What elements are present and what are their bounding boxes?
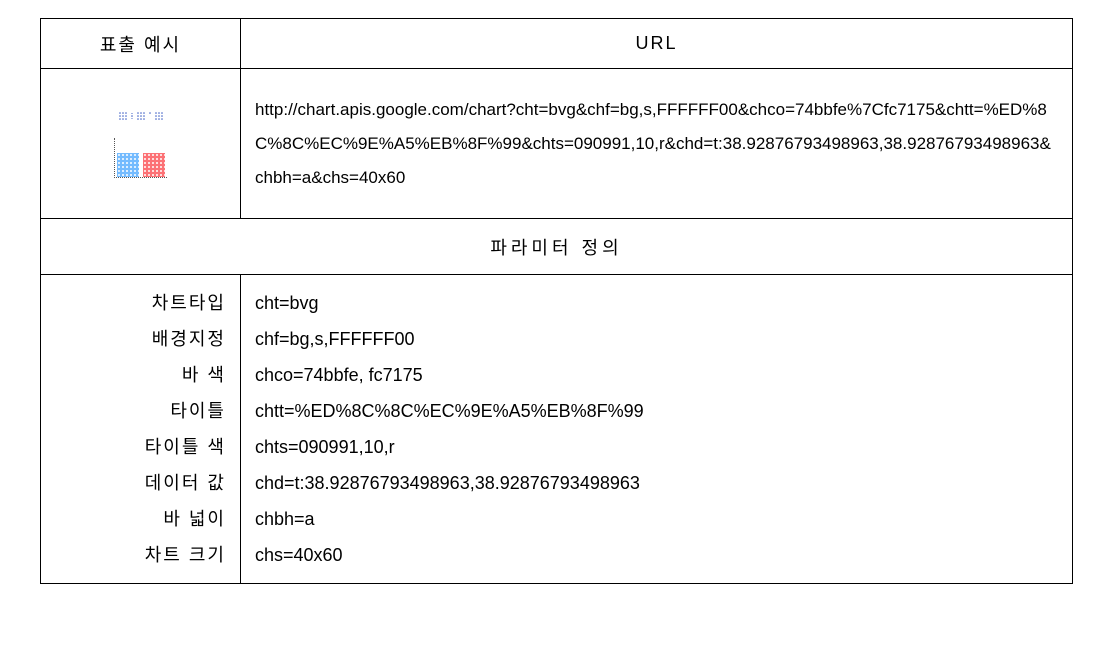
params-row: 차트타입 배경지정 바 색 타이틀 타이틀 색 데이터 값 바 넓이 차트 크기… bbox=[41, 275, 1073, 584]
content-row: http://chart.apis.google.com/chart?cht=b… bbox=[41, 69, 1073, 219]
label-bar-width: 바 넓이 bbox=[55, 501, 226, 537]
label-title-color: 타이틀 색 bbox=[55, 429, 226, 465]
label-background: 배경지정 bbox=[55, 321, 226, 357]
chart-title-icon bbox=[116, 109, 166, 128]
param-labels-cell: 차트타입 배경지정 바 색 타이틀 타이틀 색 데이터 값 바 넓이 차트 크기 bbox=[41, 275, 241, 584]
url-value-cell: http://chart.apis.google.com/chart?cht=b… bbox=[241, 69, 1073, 219]
dotted-title-icon bbox=[116, 109, 166, 123]
label-chart-size: 차트 크기 bbox=[55, 537, 226, 573]
value-bar-width: chbh=a bbox=[255, 501, 1058, 537]
value-background: chf=bg,s,FFFFFF00 bbox=[255, 321, 1058, 357]
header-url: URL bbox=[241, 19, 1073, 69]
chart-api-table: 표출 예시 URL bbox=[40, 18, 1073, 584]
label-chart-type: 차트타입 bbox=[55, 285, 226, 321]
param-header-row: 파라미터 정의 bbox=[41, 219, 1073, 275]
header-example: 표출 예시 bbox=[41, 19, 241, 69]
label-title: 타이틀 bbox=[55, 393, 226, 429]
header-row: 표출 예시 URL bbox=[41, 19, 1073, 69]
value-chart-size: chs=40x60 bbox=[255, 537, 1058, 573]
bar-2 bbox=[143, 153, 165, 177]
example-chart-cell bbox=[41, 69, 241, 219]
value-title: chtt=%ED%8C%8C%EC%9E%A5%EB%8F%99 bbox=[255, 393, 1058, 429]
param-definition-header: 파라미터 정의 bbox=[41, 219, 1073, 275]
label-data-value: 데이터 값 bbox=[55, 465, 226, 501]
value-title-color: chts=090991,10,r bbox=[255, 429, 1058, 465]
mini-bar-chart bbox=[114, 138, 167, 178]
value-data-value: chd=t:38.92876793498963,38.9287679349896… bbox=[255, 465, 1058, 501]
param-values-cell: cht=bvg chf=bg,s,FFFFFF00 chco=74bbfe, f… bbox=[241, 275, 1073, 584]
label-bar-color: 바 색 bbox=[55, 357, 226, 393]
value-bar-color: chco=74bbfe, fc7175 bbox=[255, 357, 1058, 393]
value-chart-type: cht=bvg bbox=[255, 285, 1058, 321]
bar-1 bbox=[117, 153, 139, 177]
